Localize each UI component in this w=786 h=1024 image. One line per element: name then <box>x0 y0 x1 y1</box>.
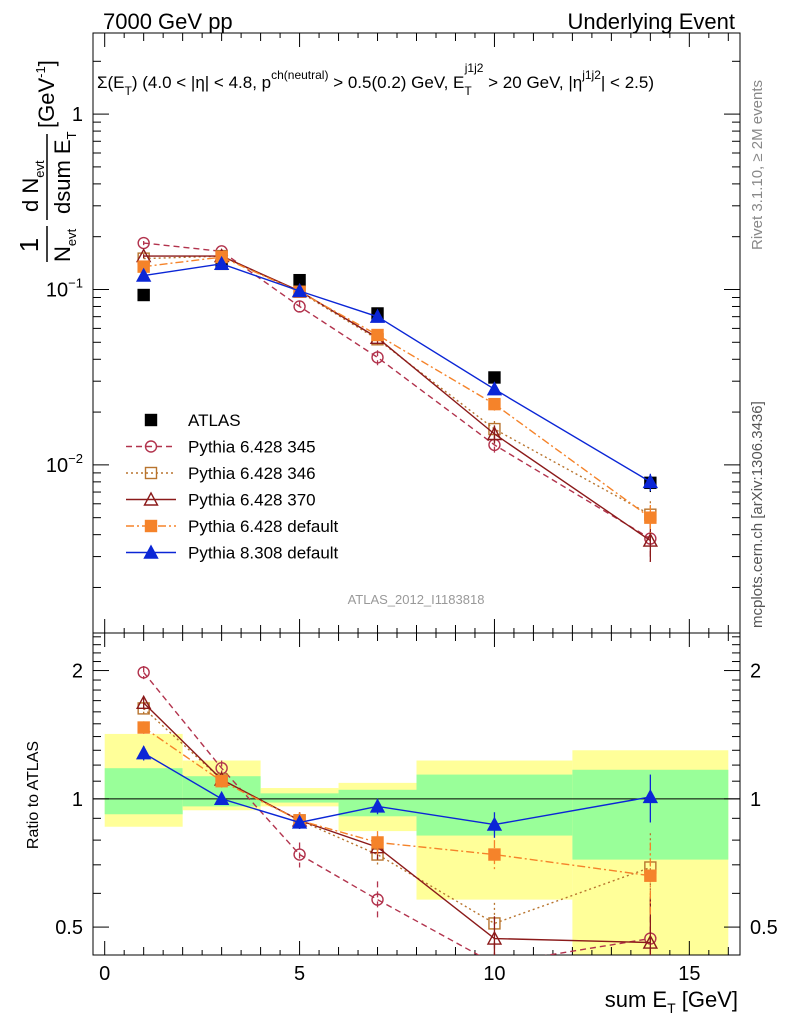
analysis-tag: ATLAS_2012_I1183818 <box>348 592 485 607</box>
main-point <box>486 381 503 396</box>
ratio-point <box>486 930 503 945</box>
main-y-axis-label: 1 Nevt d Nevt dsum ET [GeV-1] <box>14 60 79 262</box>
svg-text:1: 1 <box>14 238 44 252</box>
x-tick-label: 0 <box>99 963 110 985</box>
ratio-point <box>486 816 503 831</box>
main-series-group <box>135 236 659 562</box>
ratio-bands <box>104 733 729 955</box>
main-point <box>642 532 659 547</box>
ratio-series-line <box>143 702 651 944</box>
main-point <box>644 511 657 524</box>
ratio-y-axis-label: Ratio to ATLAS <box>25 741 42 849</box>
ratio-point <box>137 666 150 679</box>
ratio-series-group <box>93 665 740 955</box>
ratio-y-tick-label: 1 <box>72 789 83 811</box>
svg-text:[GeV-1]: [GeV-1] <box>33 60 59 128</box>
ratio-point <box>371 836 384 849</box>
header-right: Underlying Event <box>567 9 735 34</box>
ratio-point <box>135 694 152 710</box>
main-y-tick-label: 1 <box>72 104 83 126</box>
ratio-y-tick-label: 2 <box>750 661 761 683</box>
main-series-line <box>143 242 651 540</box>
legend-marker <box>144 519 158 533</box>
legend-marker <box>143 544 159 559</box>
legend-label: Pythia 6.428 346 <box>188 464 316 483</box>
ratio-series-line <box>143 726 651 877</box>
ratio-point <box>488 848 501 861</box>
main-point <box>369 308 386 323</box>
mcplots-label: mcplots.cern.ch [arXiv:1306.3436] <box>749 401 766 628</box>
ratio-point <box>137 721 150 734</box>
main-point <box>371 351 384 364</box>
main-point <box>371 328 384 342</box>
main-point <box>488 397 501 411</box>
main-series-1 <box>137 236 657 562</box>
ratio-point <box>135 745 152 760</box>
ratio-point <box>369 798 386 813</box>
x-tick-label: 15 <box>678 963 700 985</box>
ratio-point <box>293 848 306 861</box>
green-band-2 <box>260 793 339 803</box>
legend-item-4: Pythia 6.428 default <box>126 517 339 536</box>
axis-ticks: 0 5 10 15 1 10−1 10−2 0.5 0.5 1 1 2 2 <box>46 33 778 985</box>
main-series-line <box>143 255 651 542</box>
legend-marker <box>143 491 159 506</box>
main-point <box>135 267 152 282</box>
legend-label: Pythia 6.428 default <box>188 517 339 536</box>
main-point <box>642 473 659 489</box>
rivet-label: Rivet 3.1.10, ≥ 2M events <box>749 80 766 250</box>
legend-item-0: ATLAS <box>144 411 241 430</box>
ratio-point <box>642 789 659 804</box>
main-y-tick-label: 10−1 <box>46 275 83 301</box>
x-tick-label: 5 <box>294 963 305 985</box>
main-point <box>291 283 308 298</box>
ratio-series-line <box>143 671 651 955</box>
main-plot-title: Σ(ET) (4.0 < |η| < 4.8, pch(neutral) > 0… <box>97 61 654 98</box>
legend-marker <box>144 466 158 480</box>
legend-marker <box>144 413 158 427</box>
main-point <box>213 255 230 271</box>
legend-label: Pythia 6.428 370 <box>188 491 316 510</box>
main-point <box>293 300 306 313</box>
ratio-y-tick-label: 1 <box>750 789 761 811</box>
x-tick-label: 10 <box>483 963 505 985</box>
legend-marker <box>144 440 158 453</box>
legend-label: Pythia 8.308 default <box>188 544 339 563</box>
header-left: 7000 GeV pp <box>103 9 233 34</box>
main-series-2 <box>137 249 657 531</box>
ratio-y-tick-label: 2 <box>72 661 83 683</box>
legend-item-2: Pythia 6.428 346 <box>126 464 316 483</box>
main-series-3 <box>135 248 659 562</box>
main-y-tick-label: 10−2 <box>46 451 83 477</box>
ratio-point <box>371 893 384 906</box>
legend-item-3: Pythia 6.428 370 <box>126 491 316 510</box>
ratio-y-tick-label: 0.5 <box>750 917 778 939</box>
main-series-5 <box>135 255 659 491</box>
ratio-point <box>291 814 308 829</box>
main-series-0 <box>137 257 657 493</box>
svg-text:d Nevt: d Nevt <box>18 160 47 212</box>
main-series-line <box>143 263 651 483</box>
svg-text:Nevt: Nevt <box>50 228 79 262</box>
ratio-point <box>213 790 230 806</box>
legend-label: Pythia 6.428 345 <box>188 438 316 457</box>
main-point <box>137 288 150 302</box>
ratio-series-line <box>143 752 651 826</box>
ratio-series-line <box>143 707 651 925</box>
ratio-series-4 <box>135 745 659 838</box>
main-point <box>486 426 503 441</box>
green-band-0 <box>104 768 183 815</box>
ratio-point <box>644 869 657 882</box>
svg-text:dsum ET: dsum ET <box>50 131 79 214</box>
legend-item-5: Pythia 8.308 default <box>126 544 339 563</box>
x-axis-label: sum ET [GeV] <box>605 987 738 1016</box>
ratio-point <box>215 774 228 788</box>
ratio-point <box>642 934 659 949</box>
legend: ATLAS Pythia 6.428 345 Pythia 6.428 346 Pyt… <box>126 411 339 563</box>
ratio-y-tick-label: 0.5 <box>55 917 83 939</box>
legend-label: ATLAS <box>188 411 241 430</box>
main-series-line <box>143 256 651 519</box>
legend-item-1: Pythia 6.428 345 <box>126 438 316 457</box>
